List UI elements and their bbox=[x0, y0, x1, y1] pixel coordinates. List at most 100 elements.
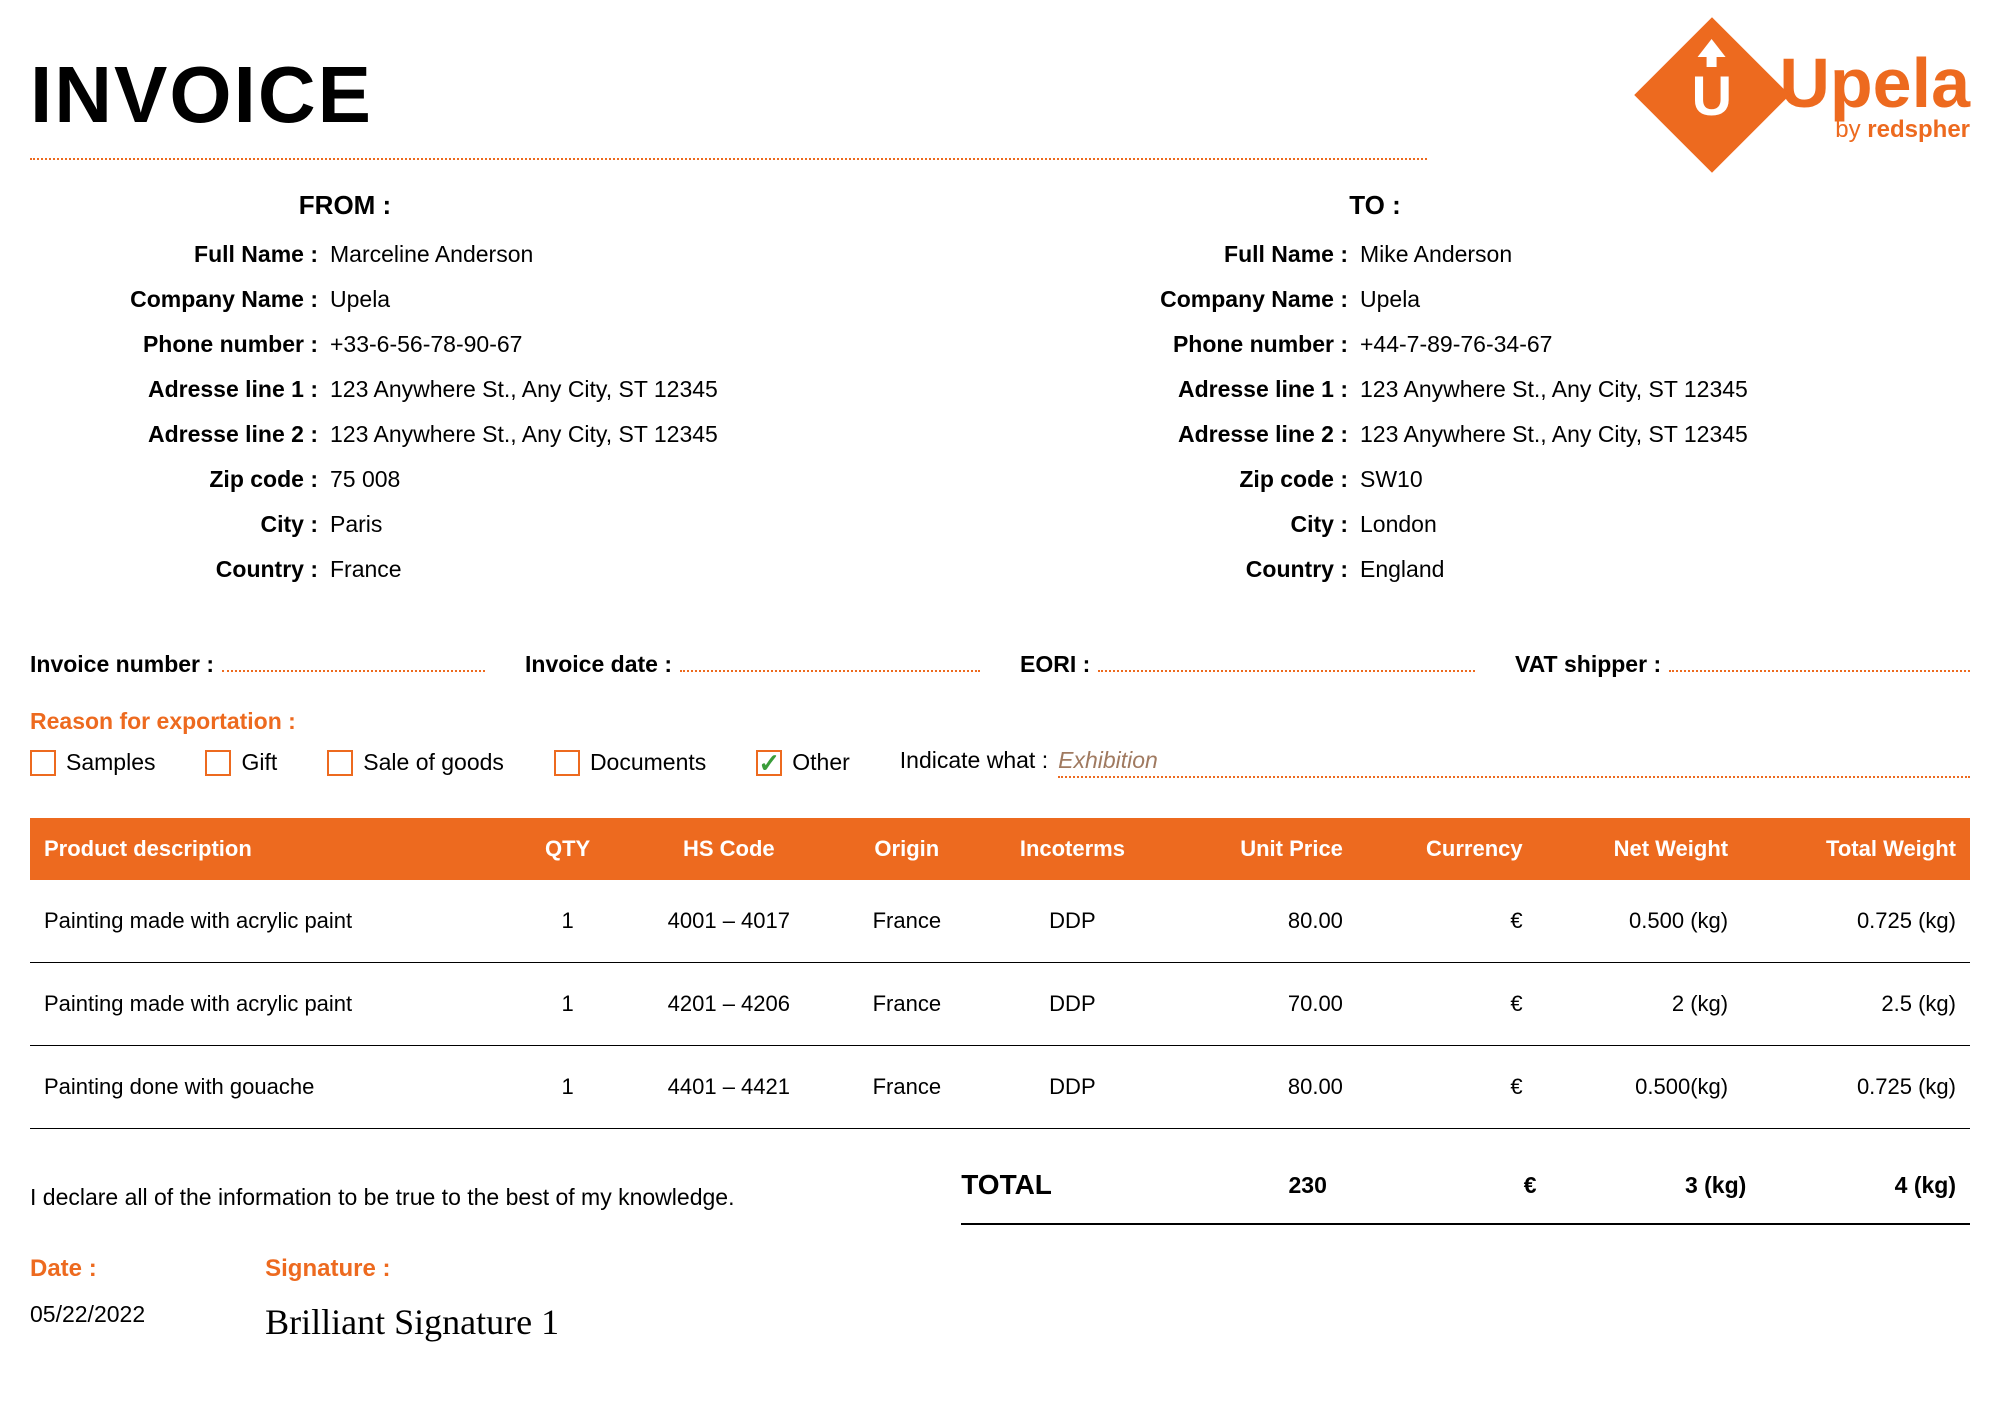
from-phone: +33-6-56-78-90-67 bbox=[330, 331, 940, 358]
cell-origin: France bbox=[837, 880, 976, 963]
vat-field[interactable] bbox=[1669, 652, 1970, 672]
from-full-name: Marceline Anderson bbox=[330, 241, 940, 268]
indicate-value[interactable]: Exhibition bbox=[1058, 747, 1970, 778]
eori-field[interactable] bbox=[1098, 652, 1475, 672]
to-heading: TO : bbox=[1060, 190, 1970, 221]
checkbox-other[interactable]: ✓ bbox=[756, 750, 782, 776]
cell-unit: 80.00 bbox=[1168, 1046, 1357, 1129]
from-block: FROM : Full Name :Marceline Anderson Com… bbox=[30, 190, 940, 601]
cell-net: 2 (kg) bbox=[1537, 963, 1742, 1046]
from-zip: 75 008 bbox=[330, 466, 940, 493]
to-zip: SW10 bbox=[1360, 466, 1970, 493]
cell-qty: 1 bbox=[515, 880, 621, 963]
label-samples: Samples bbox=[66, 749, 155, 776]
cell-tot: 0.725 (kg) bbox=[1742, 1046, 1970, 1129]
label-full-name: Full Name : bbox=[30, 241, 330, 268]
logo-icon: U bbox=[1635, 17, 1791, 173]
check-icon: ✓ bbox=[758, 750, 780, 776]
to-phone: +44-7-89-76-34-67 bbox=[1360, 331, 1970, 358]
label-phone: Phone number : bbox=[30, 331, 330, 358]
label-invoice-number: Invoice number : bbox=[30, 651, 214, 678]
logo-byline: by redspher bbox=[1835, 118, 1970, 142]
label-other: Other bbox=[792, 749, 850, 776]
label-company: Company Name : bbox=[30, 286, 330, 313]
declaration-text: I declare all of the information to be t… bbox=[30, 1184, 961, 1211]
cell-curr: € bbox=[1357, 1046, 1537, 1129]
label-eori: EORI : bbox=[1020, 651, 1090, 678]
checkbox-samples[interactable] bbox=[30, 750, 56, 776]
cell-tot: 2.5 (kg) bbox=[1742, 963, 1970, 1046]
cell-origin: France bbox=[837, 963, 976, 1046]
from-company: Upela bbox=[330, 286, 940, 313]
th-inco: Incoterms bbox=[976, 818, 1168, 880]
label-sale: Sale of goods bbox=[363, 749, 504, 776]
to-addr1: 123 Anywhere St., Any City, ST 12345 bbox=[1360, 376, 1970, 403]
logo: U Upela by redspher bbox=[1657, 40, 1970, 150]
date-label: Date : bbox=[30, 1255, 145, 1283]
cell-net: 0.500 (kg) bbox=[1537, 880, 1742, 963]
total-tot: 4 (kg) bbox=[1760, 1172, 1970, 1199]
cell-desc: Painting done with gouache bbox=[30, 1046, 515, 1129]
cell-inco: DDP bbox=[976, 1046, 1168, 1129]
cell-hs: 4201 – 4206 bbox=[620, 963, 837, 1046]
from-heading: FROM : bbox=[30, 190, 940, 221]
invoice-number-field[interactable] bbox=[222, 652, 485, 672]
signature-label: Signature : bbox=[265, 1255, 559, 1283]
cell-unit: 80.00 bbox=[1168, 880, 1357, 963]
page-title: INVOICE bbox=[30, 49, 373, 141]
cell-hs: 4001 – 4017 bbox=[620, 880, 837, 963]
label-vat: VAT shipper : bbox=[1515, 651, 1661, 678]
total-curr: € bbox=[1341, 1172, 1551, 1199]
cell-tot: 0.725 (kg) bbox=[1742, 880, 1970, 963]
date-value: 05/22/2022 bbox=[30, 1301, 145, 1328]
checkbox-gift[interactable] bbox=[205, 750, 231, 776]
invoice-date-field[interactable] bbox=[680, 652, 980, 672]
cell-inco: DDP bbox=[976, 963, 1168, 1046]
label-city: City : bbox=[30, 511, 330, 538]
label-invoice-date: Invoice date : bbox=[525, 651, 672, 678]
table-row: Painting made with acrylic paint14201 – … bbox=[30, 963, 1970, 1046]
to-block: TO : Full Name :Mike Anderson Company Na… bbox=[1060, 190, 1970, 601]
label-addr1: Adresse line 1 : bbox=[30, 376, 330, 403]
checkbox-sale[interactable] bbox=[327, 750, 353, 776]
label-gift: Gift bbox=[241, 749, 277, 776]
cell-curr: € bbox=[1357, 963, 1537, 1046]
cell-origin: France bbox=[837, 1046, 976, 1129]
reason-label: Reason for exportation : bbox=[30, 708, 1970, 735]
products-table: Product description QTY HS Code Origin I… bbox=[30, 818, 1970, 1129]
to-company: Upela bbox=[1360, 286, 1970, 313]
th-origin: Origin bbox=[837, 818, 976, 880]
th-hs: HS Code bbox=[620, 818, 837, 880]
cell-qty: 1 bbox=[515, 1046, 621, 1129]
table-row: Painting made with acrylic paint14001 – … bbox=[30, 880, 1970, 963]
table-row: Painting done with gouache14401 – 4421Fr… bbox=[30, 1046, 1970, 1129]
cell-net: 0.500(kg) bbox=[1537, 1046, 1742, 1129]
to-full-name: Mike Anderson bbox=[1360, 241, 1970, 268]
th-unit: Unit Price bbox=[1168, 818, 1357, 880]
label-zip: Zip code : bbox=[30, 466, 330, 493]
th-curr: Currency bbox=[1357, 818, 1537, 880]
cell-unit: 70.00 bbox=[1168, 963, 1357, 1046]
th-desc: Product description bbox=[30, 818, 515, 880]
total-label: TOTAL bbox=[961, 1169, 1131, 1201]
from-addr2: 123 Anywhere St., Any City, ST 12345 bbox=[330, 421, 940, 448]
cell-inco: DDP bbox=[976, 880, 1168, 963]
label-documents: Documents bbox=[590, 749, 706, 776]
to-country: England bbox=[1360, 556, 1970, 583]
cell-curr: € bbox=[1357, 880, 1537, 963]
th-net: Net Weight bbox=[1537, 818, 1742, 880]
total-unit: 230 bbox=[1131, 1172, 1341, 1199]
cell-desc: Painting made with acrylic paint bbox=[30, 963, 515, 1046]
to-addr2: 123 Anywhere St., Any City, ST 12345 bbox=[1360, 421, 1970, 448]
from-city: Paris bbox=[330, 511, 940, 538]
th-tot: Total Weight bbox=[1742, 818, 1970, 880]
th-qty: QTY bbox=[515, 818, 621, 880]
total-net: 3 (kg) bbox=[1551, 1172, 1761, 1199]
checkbox-documents[interactable] bbox=[554, 750, 580, 776]
divider bbox=[30, 158, 1427, 160]
from-addr1: 123 Anywhere St., Any City, ST 12345 bbox=[330, 376, 940, 403]
label-addr2: Adresse line 2 : bbox=[30, 421, 330, 448]
indicate-label: Indicate what : bbox=[900, 747, 1048, 774]
from-country: France bbox=[330, 556, 940, 583]
label-country: Country : bbox=[30, 556, 330, 583]
